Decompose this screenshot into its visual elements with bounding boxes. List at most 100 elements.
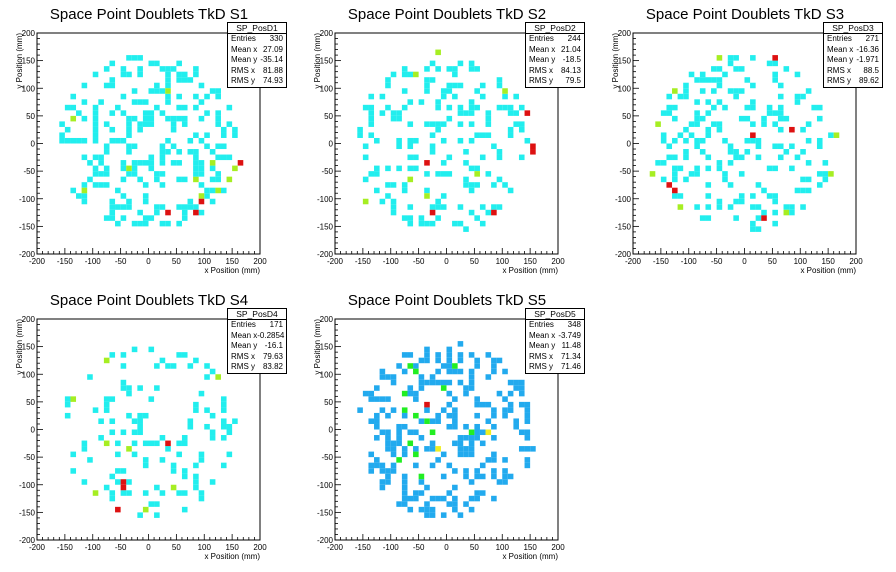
bin-cell — [396, 143, 402, 150]
stats-box: SP_PosD2 Entries 244 Mean x 21.04 Mean y -18.5… — [525, 22, 585, 88]
bin-cell — [440, 385, 447, 391]
bin-cell — [103, 149, 110, 155]
bin-cell — [491, 143, 497, 150]
bin-cell — [109, 418, 116, 424]
bin-cell — [783, 66, 790, 72]
bin-cell — [672, 104, 678, 111]
bin-cell — [518, 126, 525, 133]
x-tick-label: 150 — [523, 543, 537, 552]
bin-cell — [131, 165, 138, 172]
bin-cell — [666, 110, 673, 116]
bin-cell — [716, 198, 723, 205]
bin-cell — [789, 143, 795, 150]
bin-cell — [666, 154, 673, 161]
bin-cell — [154, 82, 160, 89]
x-tick-label: 100 — [496, 543, 510, 552]
bin-cell — [660, 176, 667, 183]
bin-cell — [159, 66, 166, 72]
bin-cell — [137, 429, 143, 436]
bin-cell — [103, 143, 110, 150]
bin-cell — [738, 171, 745, 177]
bin-cell — [413, 137, 419, 144]
bin-cell — [424, 446, 430, 452]
bin-cell — [126, 149, 132, 155]
bin-cell — [148, 346, 155, 353]
bin-cell — [699, 71, 706, 78]
bin-cell — [468, 451, 475, 458]
bin-cell — [524, 137, 531, 144]
bin-cell — [413, 490, 419, 496]
bin-cell — [401, 71, 408, 78]
bin-cell — [474, 401, 480, 408]
bin-cell — [98, 160, 104, 166]
bin-cell — [463, 473, 469, 480]
bin-cell — [142, 440, 149, 447]
bin-cell — [181, 473, 188, 480]
x-tick-label: -200 — [29, 543, 46, 552]
bin-cell — [193, 176, 199, 183]
bin-cell — [142, 99, 149, 105]
bin-cell — [209, 160, 216, 166]
stats-row-entries: Entries 271 — [824, 34, 882, 45]
y-tick-label: 200 — [22, 29, 36, 38]
bin-cell — [446, 66, 453, 72]
bin-cell — [435, 495, 441, 502]
stats-box: SP_PosD5 Entries 348 Mean x -3.749 Mean y 11.4… — [525, 308, 585, 374]
bin-cell — [193, 71, 199, 78]
stats-value: 348 — [567, 320, 581, 329]
bin-cell — [440, 171, 447, 177]
bin-cell — [109, 396, 116, 402]
bin-cell — [181, 209, 188, 216]
bin-cell — [424, 379, 430, 386]
stats-label: RMS x — [529, 351, 553, 361]
bin-cell — [755, 215, 762, 221]
bin-cell — [496, 204, 503, 210]
bin-cell — [491, 495, 497, 502]
x-axis-label: x Position (mm) — [502, 552, 558, 561]
stats-row-mean-y: Mean y -1.971 — [824, 55, 882, 66]
bin-cell — [468, 429, 475, 436]
bin-cell — [120, 490, 127, 496]
bin-cell — [204, 363, 210, 369]
bin-cell — [777, 126, 784, 133]
y-tick-label: -100 — [19, 481, 36, 490]
bin-cell — [209, 435, 216, 441]
y-tick-label: 150 — [22, 343, 36, 352]
bin-cell — [92, 154, 99, 161]
bin-cell — [485, 374, 492, 380]
bin-cell — [159, 160, 166, 166]
bin-cell — [524, 446, 531, 452]
bin-cell — [109, 198, 116, 205]
x-tick-label: -50 — [115, 543, 127, 552]
stats-row-entries: Entries 330 — [228, 34, 286, 45]
stats-value: 83.82 — [262, 362, 283, 372]
bin-cell — [502, 104, 508, 111]
bin-cell — [401, 495, 408, 502]
bin-cell — [733, 93, 739, 100]
y-axis-label: y Position (mm) — [15, 33, 24, 89]
bin-cell — [811, 104, 817, 111]
bin-cell — [800, 93, 806, 100]
bin-cell — [655, 121, 661, 127]
bin-cell — [374, 418, 380, 424]
stats-row-mean-x: Mean x 21.04 — [526, 45, 584, 56]
bin-cell — [98, 418, 104, 424]
bin-cell — [435, 352, 441, 358]
bin-cell — [64, 401, 71, 408]
bin-cell — [396, 165, 402, 172]
bin-cell — [463, 149, 469, 155]
stats-name: SP_PosD1 — [228, 23, 286, 34]
bin-cell — [159, 182, 166, 188]
y-tick-label: 100 — [22, 370, 36, 379]
bin-cell — [407, 363, 414, 369]
bin-cell — [502, 468, 508, 474]
bin-cell — [418, 215, 425, 221]
bin-cell — [120, 93, 127, 100]
stats-row-rms-y: RMS y 79.5 — [526, 76, 584, 87]
bin-cell — [374, 462, 380, 469]
x-tick-label: -50 — [413, 257, 425, 266]
bin-cell — [424, 193, 430, 199]
bin-cell — [413, 363, 419, 369]
bin-cell — [131, 55, 138, 61]
bin-cell — [738, 88, 745, 94]
